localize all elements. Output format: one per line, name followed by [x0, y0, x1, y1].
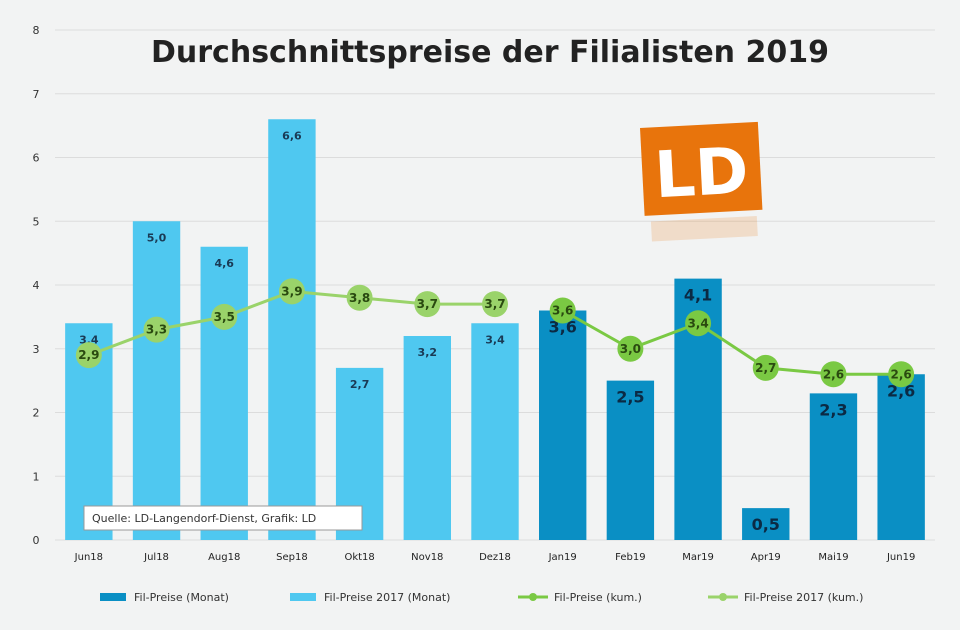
lines: 3,6 3,0 3,4 2,7 2,6 2,6 2,9 3,3 3,5 3,9 3,8 3,7 3,7	[75, 278, 915, 388]
data-point	[752, 354, 779, 381]
bar-value-label: 4,6	[214, 257, 234, 270]
legend-label: Fil-Preise (Monat)	[134, 591, 229, 604]
bar-value-label: 5,0	[147, 231, 167, 244]
bar-value-label: 2,3	[819, 400, 847, 419]
data-point	[549, 297, 576, 324]
data-point-label: 3,7	[484, 297, 505, 311]
y-tick-label: 0	[33, 534, 40, 547]
source-box-frame	[83, 505, 363, 531]
y-tick-label: 6	[33, 152, 40, 165]
x-tick-label: Feb19	[615, 552, 645, 563]
data-point-label: 3,6	[552, 304, 573, 318]
bar-value-label: 3,4	[485, 333, 505, 346]
bar	[268, 119, 316, 540]
bar	[809, 393, 858, 540]
data-point	[75, 342, 102, 369]
y-tick-label: 7	[33, 88, 40, 101]
bar-value-label: 3,2	[418, 346, 438, 359]
data-point	[888, 361, 915, 388]
data-point-label: 2,6	[823, 367, 844, 381]
bars: 3,6 2,5 4,1 0,5 2,3 2,6 3,4 5,0 4,6 6,6 2,7 3,2 3,4	[65, 119, 925, 540]
y-tick-label: 1	[33, 470, 40, 483]
bar-value-label: 4,1	[684, 286, 712, 305]
source-box: Quelle: LD-Langendorf-Dienst, Grafik: LD	[83, 505, 363, 531]
logo-reflection	[650, 216, 758, 242]
y-tick-label: 2	[33, 407, 40, 420]
legend-label: Fil-Preise (kum.)	[554, 591, 642, 604]
logo-text: LD	[653, 134, 751, 213]
series-line	[561, 309, 902, 376]
data-point	[211, 303, 238, 330]
bar	[471, 323, 519, 540]
bar-value-label: 2,5	[616, 388, 644, 407]
x-tick-label: Okt18	[344, 552, 374, 563]
data-point	[820, 361, 847, 388]
y-tick-label: 4	[33, 279, 40, 292]
data-point-label: 2,9	[78, 348, 99, 362]
bar-value-label: 3,4	[79, 333, 99, 346]
data-point-label: 3,8	[349, 291, 370, 305]
y-tick-label: 3	[33, 343, 40, 356]
bar	[877, 374, 925, 540]
bar	[606, 380, 655, 540]
bar	[539, 310, 587, 540]
data-point	[143, 316, 170, 343]
y-tick-label: 5	[33, 215, 40, 228]
bar-value-label: 2,7	[350, 378, 370, 391]
legend-swatch-marker	[529, 593, 537, 601]
data-point	[685, 310, 712, 337]
data-point-label: 2,7	[755, 361, 776, 375]
bar	[200, 246, 248, 540]
x-axis: Jun18 Jul18 Aug18 Sep18 Okt18 Nov18 Dez18 Jan19…	[74, 552, 916, 563]
data-point	[414, 291, 441, 318]
data-point-label: 3,0	[620, 342, 641, 356]
x-tick-label: Nov18	[411, 552, 443, 563]
data-point	[482, 291, 508, 318]
x-tick-label: Jan19	[548, 552, 577, 563]
x-tick-label: Apr19	[751, 552, 781, 563]
data-point	[617, 335, 644, 362]
y-tick-label: 8	[33, 24, 40, 37]
bar	[742, 508, 790, 540]
logo-background	[640, 121, 763, 216]
source-text: Quelle: LD-Langendorf-Dienst, Grafik: LD	[92, 512, 316, 525]
data-point	[346, 284, 373, 311]
bar-value-label: 3,6	[549, 318, 577, 337]
data-point	[278, 278, 305, 305]
data-point-label: 3,4	[687, 316, 708, 330]
data-point-label: 3,5	[214, 310, 235, 324]
x-tick-label: Mai19	[818, 552, 848, 563]
x-tick-label: Mar19	[682, 552, 714, 563]
data-point-label: 2,6	[891, 367, 912, 381]
legend: Fil-Preise (Monat) Fil-Preise 2017 (Monat…	[100, 591, 863, 604]
legend-swatch-marker	[719, 593, 727, 601]
data-point-label: 3,9	[281, 284, 302, 298]
x-tick-label: Jun18	[74, 552, 103, 563]
x-tick-label: Dez18	[479, 552, 511, 563]
bar-value-label: 2,6	[887, 381, 915, 400]
bar	[132, 221, 181, 540]
bar-value-label: 6,6	[282, 129, 302, 142]
data-point-label: 3,3	[146, 323, 167, 337]
data-point-label: 3,7	[417, 297, 438, 311]
x-tick-label: Sep18	[276, 552, 308, 563]
legend-swatch	[100, 593, 126, 601]
ld-logo: LD	[640, 121, 763, 242]
bar	[403, 336, 451, 540]
chart-title: Durchschnittspreise der Filialisten 2019	[151, 35, 829, 70]
legend-label: Fil-Preise 2017 (kum.)	[744, 591, 863, 604]
x-tick-label: Jun19	[886, 552, 915, 563]
legend-label: Fil-Preise 2017 (Monat)	[324, 591, 450, 604]
bar-value-label: 0,5	[752, 515, 780, 534]
x-tick-label: Aug18	[208, 552, 240, 563]
x-tick-label: Jul18	[143, 552, 169, 563]
y-axis: 0 1 2 3 4 5 6 7 8	[33, 24, 40, 547]
legend-swatch	[290, 593, 316, 601]
